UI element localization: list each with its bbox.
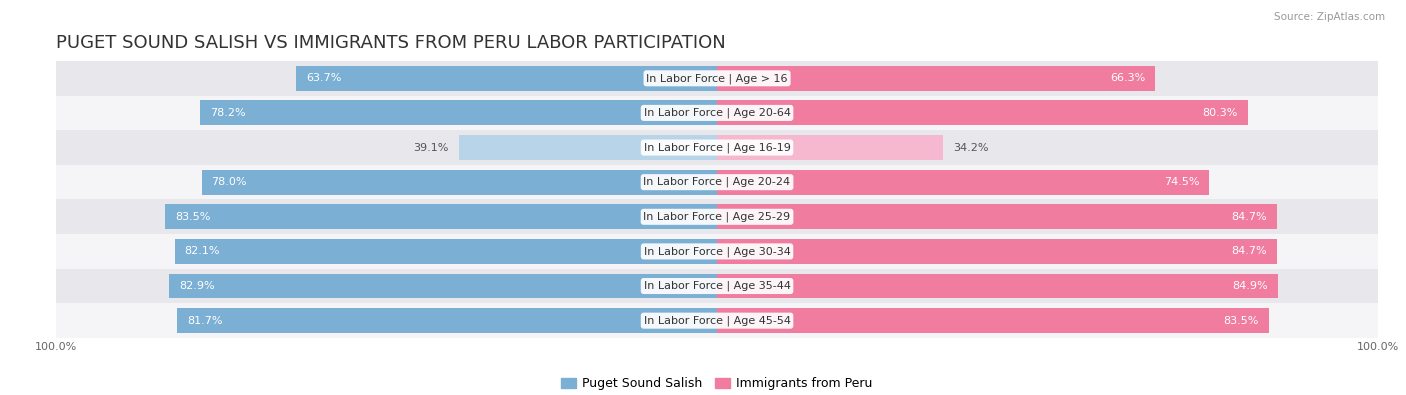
Text: 63.7%: 63.7%	[307, 73, 342, 83]
Text: 34.2%: 34.2%	[953, 143, 988, 152]
Bar	[177, 308, 717, 333]
Text: In Labor Force | Age 25-29: In Labor Force | Age 25-29	[644, 212, 790, 222]
Bar	[200, 100, 717, 125]
Text: In Labor Force | Age 45-54: In Labor Force | Age 45-54	[644, 315, 790, 326]
Bar	[56, 165, 1378, 199]
Bar	[56, 130, 1378, 165]
Text: In Labor Force | Age 35-44: In Labor Force | Age 35-44	[644, 281, 790, 291]
Bar	[201, 170, 717, 195]
Text: 66.3%: 66.3%	[1109, 73, 1146, 83]
Text: 81.7%: 81.7%	[187, 316, 222, 325]
Text: 82.9%: 82.9%	[179, 281, 215, 291]
Bar	[717, 239, 1277, 264]
Text: In Labor Force | Age 30-34: In Labor Force | Age 30-34	[644, 246, 790, 257]
Text: In Labor Force | Age 20-24: In Labor Force | Age 20-24	[644, 177, 790, 187]
Text: 84.7%: 84.7%	[1232, 246, 1267, 256]
Text: 83.5%: 83.5%	[176, 212, 211, 222]
Text: 74.5%: 74.5%	[1164, 177, 1199, 187]
Text: 80.3%: 80.3%	[1202, 108, 1237, 118]
Bar	[56, 96, 1378, 130]
Bar	[717, 135, 943, 160]
Bar	[717, 170, 1209, 195]
Legend: Puget Sound Salish, Immigrants from Peru: Puget Sound Salish, Immigrants from Peru	[557, 372, 877, 395]
Bar	[717, 308, 1268, 333]
Bar	[56, 61, 1378, 96]
Bar	[56, 199, 1378, 234]
Text: In Labor Force | Age 16-19: In Labor Force | Age 16-19	[644, 142, 790, 153]
Bar	[717, 204, 1277, 229]
Bar	[458, 135, 717, 160]
Text: 78.0%: 78.0%	[211, 177, 247, 187]
Text: In Labor Force | Age 20-64: In Labor Force | Age 20-64	[644, 108, 790, 118]
Text: Source: ZipAtlas.com: Source: ZipAtlas.com	[1274, 12, 1385, 22]
Text: 84.7%: 84.7%	[1232, 212, 1267, 222]
Bar	[166, 204, 717, 229]
Text: 39.1%: 39.1%	[413, 143, 449, 152]
Bar	[169, 274, 717, 299]
Text: In Labor Force | Age > 16: In Labor Force | Age > 16	[647, 73, 787, 84]
Bar	[56, 269, 1378, 303]
Bar	[297, 66, 717, 91]
Bar	[717, 66, 1156, 91]
Bar	[717, 274, 1278, 299]
Bar	[56, 303, 1378, 338]
Text: 84.9%: 84.9%	[1233, 281, 1268, 291]
Text: 83.5%: 83.5%	[1223, 316, 1258, 325]
Text: PUGET SOUND SALISH VS IMMIGRANTS FROM PERU LABOR PARTICIPATION: PUGET SOUND SALISH VS IMMIGRANTS FROM PE…	[56, 34, 725, 52]
Text: 78.2%: 78.2%	[211, 108, 246, 118]
Text: 82.1%: 82.1%	[184, 246, 219, 256]
Bar	[174, 239, 717, 264]
Bar	[56, 234, 1378, 269]
Bar	[717, 100, 1247, 125]
